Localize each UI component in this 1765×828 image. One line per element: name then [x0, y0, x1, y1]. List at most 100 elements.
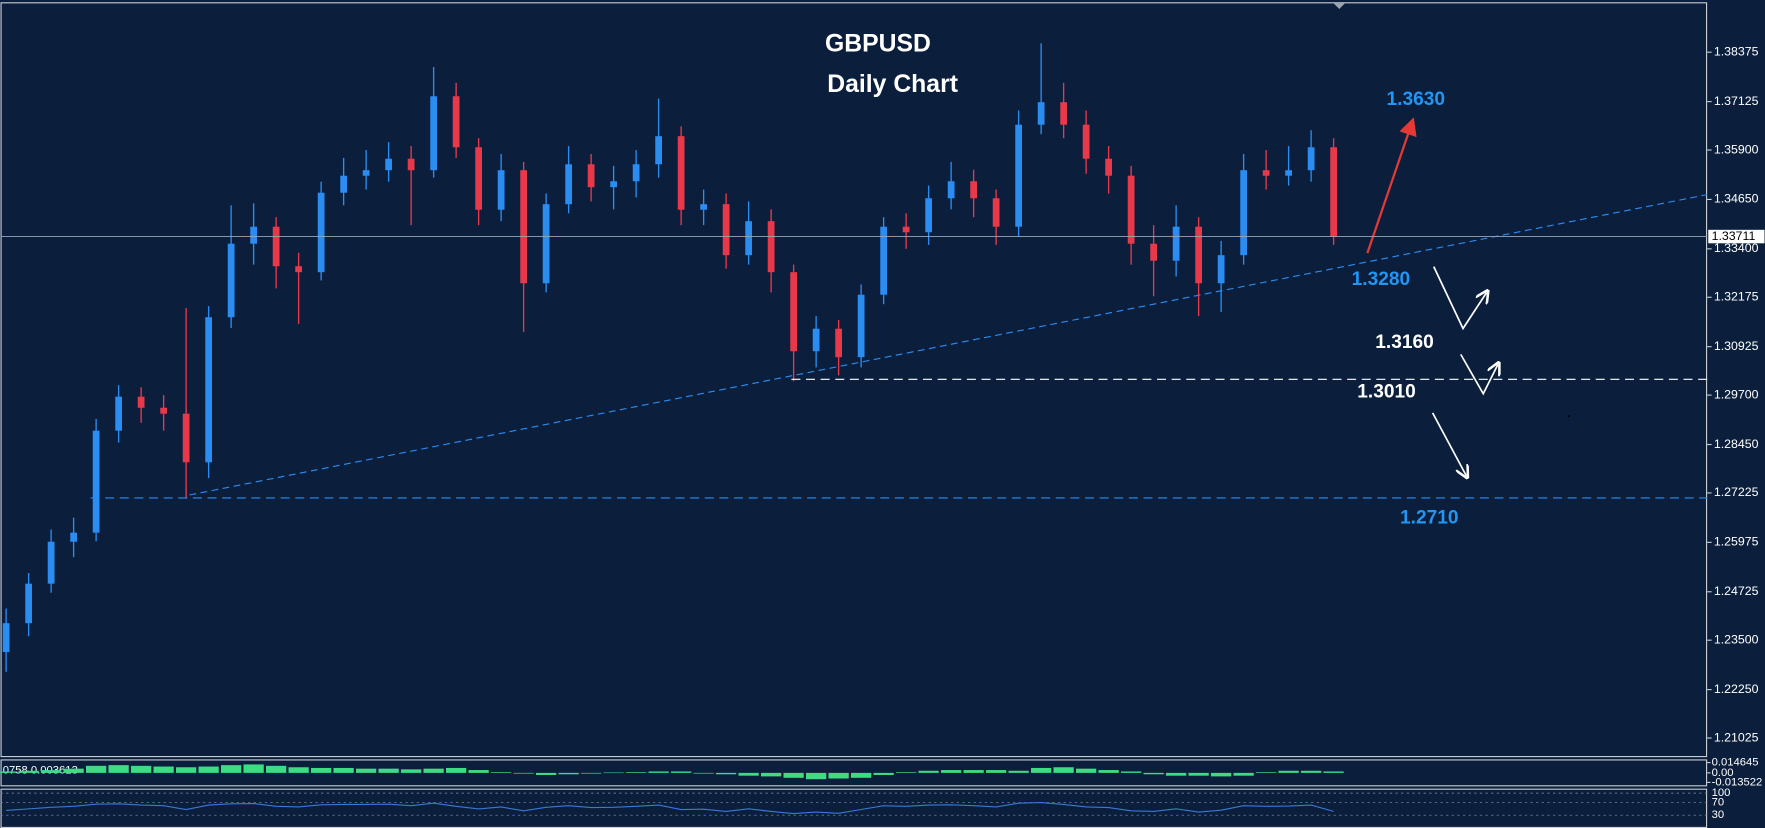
macd-bar	[851, 772, 872, 778]
shift-marker	[1333, 3, 1345, 9]
macd-bar	[1211, 772, 1232, 777]
macd-bar	[828, 772, 849, 779]
level-label: 1.3280	[1352, 269, 1410, 290]
candle-body	[407, 158, 415, 171]
candle-body	[1195, 226, 1202, 284]
candle-body	[205, 317, 212, 463]
candle-body	[227, 243, 235, 318]
level-label: 1.2710	[1400, 508, 1458, 529]
chart-title: GBPUSD	[825, 31, 931, 58]
y-tick-label: 1.28450	[1714, 437, 1759, 451]
level-label: 1.3010	[1357, 382, 1415, 403]
candle-body	[1037, 102, 1045, 125]
y-tick-label: 1.30925	[1714, 339, 1759, 353]
candle-body	[880, 226, 887, 295]
y-tick-label: 1.37125	[1714, 94, 1759, 108]
macd-bar	[896, 772, 917, 773]
rsi-tick-label: 30	[1712, 809, 1725, 821]
macd-bar	[131, 765, 152, 773]
macd-bar	[986, 770, 1007, 773]
macd-bar	[1031, 767, 1052, 773]
arrow-down	[1431, 412, 1467, 476]
macd-bar	[288, 767, 309, 773]
rsi-line	[6, 802, 1334, 815]
candle-body	[790, 272, 797, 352]
y-tick-label: 1.33400	[1714, 241, 1759, 255]
macd-bar	[761, 772, 782, 777]
candle-body	[947, 181, 955, 199]
candle-body	[92, 430, 100, 533]
macd-bar	[198, 766, 219, 773]
candle-body	[587, 164, 595, 188]
macd-bar	[221, 765, 242, 773]
macd-bar	[1076, 768, 1097, 773]
macd-bar	[41, 770, 62, 773]
macd-bar	[108, 765, 129, 773]
candle-body	[1015, 124, 1022, 227]
y-tick-label: 1.38375	[1714, 44, 1759, 58]
candle-body	[700, 204, 707, 210]
macd-bar	[1301, 770, 1322, 773]
candle-body	[655, 136, 662, 165]
macd-bar	[0, 771, 17, 773]
macd-bar	[423, 768, 444, 773]
candle-body	[520, 170, 527, 284]
macd-bar	[1121, 771, 1142, 773]
macd-bar	[153, 766, 174, 773]
macd-tick-label: 0.00	[1712, 767, 1734, 779]
macd-bar	[401, 769, 422, 773]
macd-bar	[1278, 770, 1299, 773]
macd-bar	[671, 771, 692, 773]
candle-body	[340, 175, 347, 193]
candle-body	[1240, 170, 1247, 256]
y-tick-label: 1.35900	[1714, 142, 1759, 156]
macd-bar	[941, 770, 962, 773]
macd-bar	[1098, 770, 1119, 773]
candle-body	[1330, 147, 1337, 237]
macd-bar	[356, 768, 377, 773]
macd-bar	[1143, 772, 1164, 775]
candle-body	[70, 532, 77, 542]
level-label: 1.3630	[1387, 89, 1445, 110]
macd-bar	[266, 765, 287, 773]
candle-body	[1105, 158, 1112, 176]
macd-bar	[176, 767, 197, 773]
candle-body	[497, 170, 505, 210]
macd-bar	[738, 772, 759, 776]
macd-bar	[513, 772, 534, 774]
candle-body	[47, 541, 55, 584]
chart-subtitle: Daily Chart	[827, 71, 958, 98]
macd-bar	[603, 772, 624, 774]
candle-body	[115, 396, 122, 431]
macd-bar	[1323, 771, 1344, 773]
candle-body	[182, 413, 190, 463]
arrow-bounce	[1432, 266, 1487, 331]
macd-bar	[536, 772, 557, 775]
macd-tick-label: 0.014645	[1712, 757, 1759, 769]
macd-bar	[783, 772, 804, 778]
last-price-label: 1.33711	[1712, 229, 1756, 243]
macd-bar	[18, 770, 39, 773]
level-label: 1.3160	[1375, 332, 1433, 353]
candle-body	[542, 204, 550, 284]
macd-bar	[581, 772, 602, 774]
candle-body	[970, 181, 977, 199]
y-tick-label: 1.32175	[1714, 290, 1759, 304]
macd-bar	[1233, 772, 1254, 776]
trend-line	[189, 194, 1708, 496]
candle-body	[857, 294, 865, 358]
candle-body	[137, 396, 145, 408]
candle-body	[25, 583, 32, 624]
rsi-tick-label: 70	[1712, 797, 1725, 809]
macd-bar	[446, 767, 467, 773]
macd-bar	[873, 772, 894, 775]
macd-bar	[491, 772, 512, 773]
candle-body	[2, 623, 10, 653]
candle-body	[1082, 124, 1090, 159]
dot	[1567, 415, 1570, 418]
candle-body	[1150, 243, 1157, 261]
y-tick-label: 1.27225	[1714, 485, 1759, 499]
